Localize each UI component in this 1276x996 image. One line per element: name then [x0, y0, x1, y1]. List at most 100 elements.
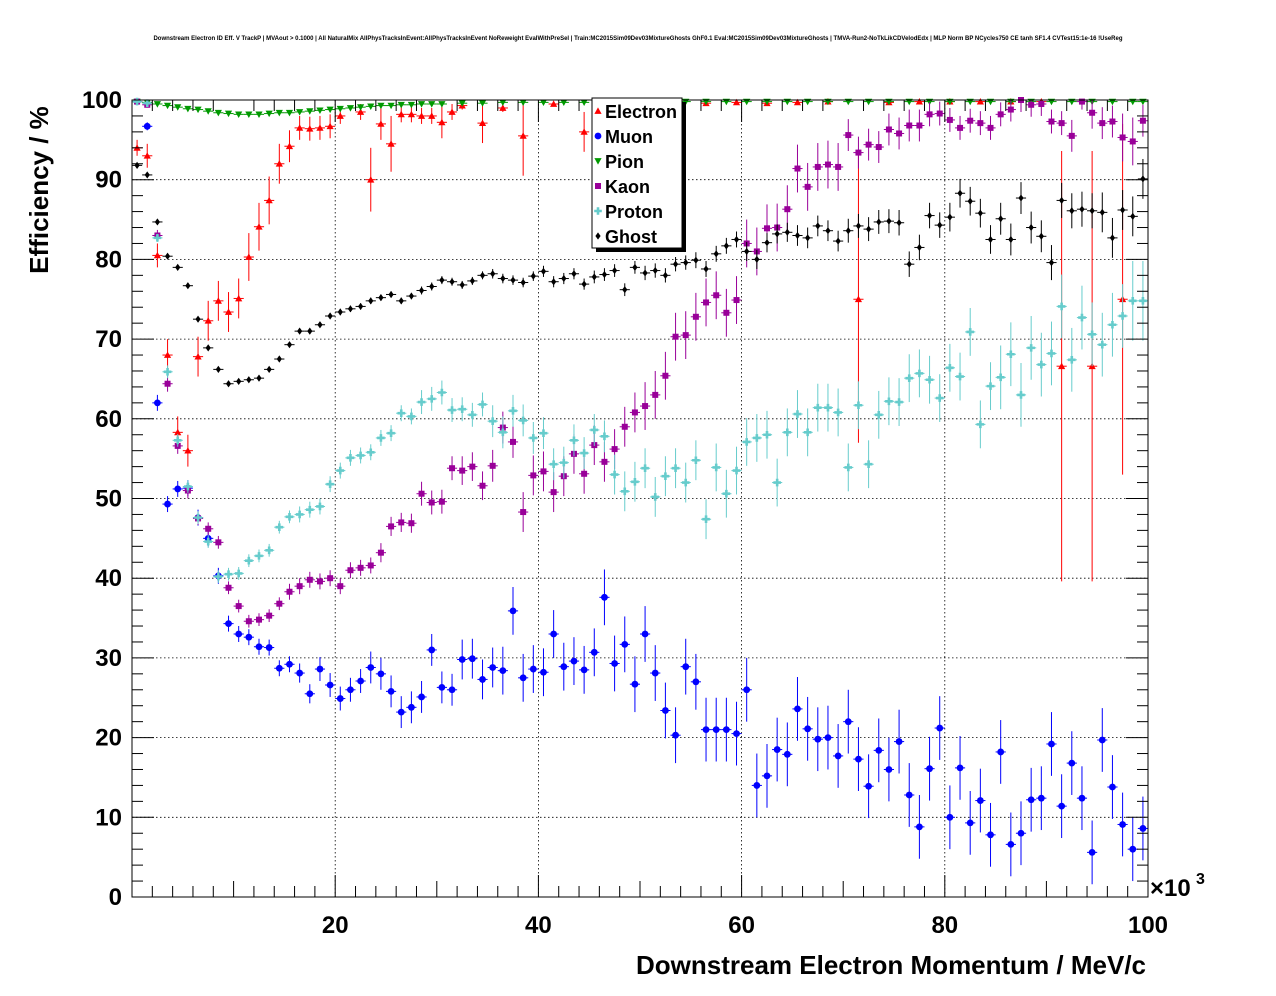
electron-point: [326, 122, 334, 130]
proton-point: [742, 438, 751, 446]
legend-box: [591, 97, 683, 249]
ghost-point: [916, 243, 922, 252]
electron-point: [336, 112, 344, 119]
muon-point: [489, 664, 497, 671]
electron-point: [732, 98, 741, 106]
ghost-point: [845, 227, 851, 235]
proton-point: [204, 537, 212, 546]
ghost-point: [754, 255, 760, 263]
electron-point: [407, 110, 415, 118]
pion-point: [580, 99, 588, 106]
series-ghost: [132, 158, 1148, 388]
ghost-point: [154, 218, 160, 226]
kaon-point: [611, 446, 618, 453]
ghost-point: [581, 280, 587, 288]
ghost-point: [1099, 208, 1105, 216]
proton-point: [1078, 313, 1086, 322]
kaon-point: [987, 124, 994, 131]
muon-point: [1048, 740, 1055, 748]
legend-label-ghost: Ghost: [605, 227, 657, 247]
electron-point: [387, 140, 395, 147]
kaon-point: [703, 299, 710, 306]
ghost-point: [449, 278, 455, 286]
muon-point: [936, 724, 944, 732]
ghost-point: [297, 327, 303, 335]
y-tick-label: 30: [95, 645, 122, 672]
kaon-point: [1089, 109, 1096, 116]
muon-point: [844, 718, 852, 726]
muon-point: [255, 643, 263, 651]
electron-point: [143, 152, 151, 159]
proton-point: [1128, 297, 1137, 305]
muon-point: [1017, 829, 1025, 837]
muon-point: [794, 705, 801, 713]
electron-point: [915, 97, 923, 105]
ghost-point: [723, 242, 729, 250]
proton-point: [478, 400, 487, 409]
muon-point: [377, 670, 385, 678]
ghost-point: [1089, 207, 1095, 215]
pion-point: [245, 111, 253, 118]
muon-point: [286, 660, 293, 668]
muon-point: [783, 750, 791, 758]
proton-point: [153, 234, 162, 242]
proton-point: [316, 502, 324, 511]
axes: 0 10 20 30 40 50 60 70 80 90 100 20 40 60 80 100: [82, 87, 1168, 939]
electron-point: [224, 308, 233, 315]
proton-point: [549, 460, 558, 469]
proton-point: [641, 464, 649, 473]
electron-point: [448, 108, 456, 115]
proton-point: [427, 395, 436, 403]
ghost-point: [1059, 196, 1065, 205]
kaon-point: [1119, 134, 1126, 141]
proton-point: [600, 432, 609, 441]
kaon-point: [235, 603, 242, 610]
ghost-point: [967, 197, 973, 205]
proton-point: [448, 406, 456, 414]
kaon-point: [245, 618, 252, 625]
muon-point: [905, 791, 913, 799]
kaon-point: [469, 463, 476, 470]
proton-point: [255, 552, 263, 560]
kaon-point: [459, 467, 466, 474]
ghost-point: [591, 273, 597, 281]
muon-point: [336, 695, 344, 702]
muon-point: [296, 669, 304, 677]
muon-point: [763, 772, 771, 780]
kaon-point: [398, 519, 405, 526]
muon-point: [164, 500, 171, 508]
muon-point: [529, 665, 537, 673]
pion-point: [458, 100, 466, 107]
proton-point: [214, 572, 223, 581]
proton-point: [814, 403, 822, 412]
pion-point: [204, 108, 212, 115]
ghost-point: [144, 171, 150, 179]
proton-point: [1068, 356, 1076, 364]
ghost-point: [937, 221, 943, 229]
muon-point: [753, 782, 761, 789]
ghost-point: [286, 341, 293, 349]
pion-point: [306, 108, 314, 115]
kaon-point: [296, 583, 303, 590]
electron-point: [214, 297, 222, 304]
kaon-point: [418, 490, 425, 497]
proton-point: [1027, 344, 1035, 352]
ghost-point: [825, 227, 831, 235]
kaon-point: [550, 489, 557, 496]
kaon-point: [1129, 138, 1136, 145]
muon-point: [306, 690, 314, 698]
kaon-point: [256, 616, 262, 623]
x-axis-label: Downstream Electron Momentum / MeV/c: [636, 950, 1146, 980]
ghost-point: [266, 365, 272, 373]
proton-point: [722, 489, 731, 498]
pion-point: [539, 99, 548, 106]
ghost-point: [683, 258, 689, 267]
kaon-point: [1139, 117, 1146, 124]
pion-point: [357, 104, 365, 111]
proton-point: [620, 487, 629, 496]
ghost-point: [418, 286, 425, 295]
ghost-point: [998, 215, 1004, 223]
muon-point: [509, 607, 517, 615]
ghost-point: [1109, 234, 1116, 242]
kaon-point: [896, 130, 903, 137]
